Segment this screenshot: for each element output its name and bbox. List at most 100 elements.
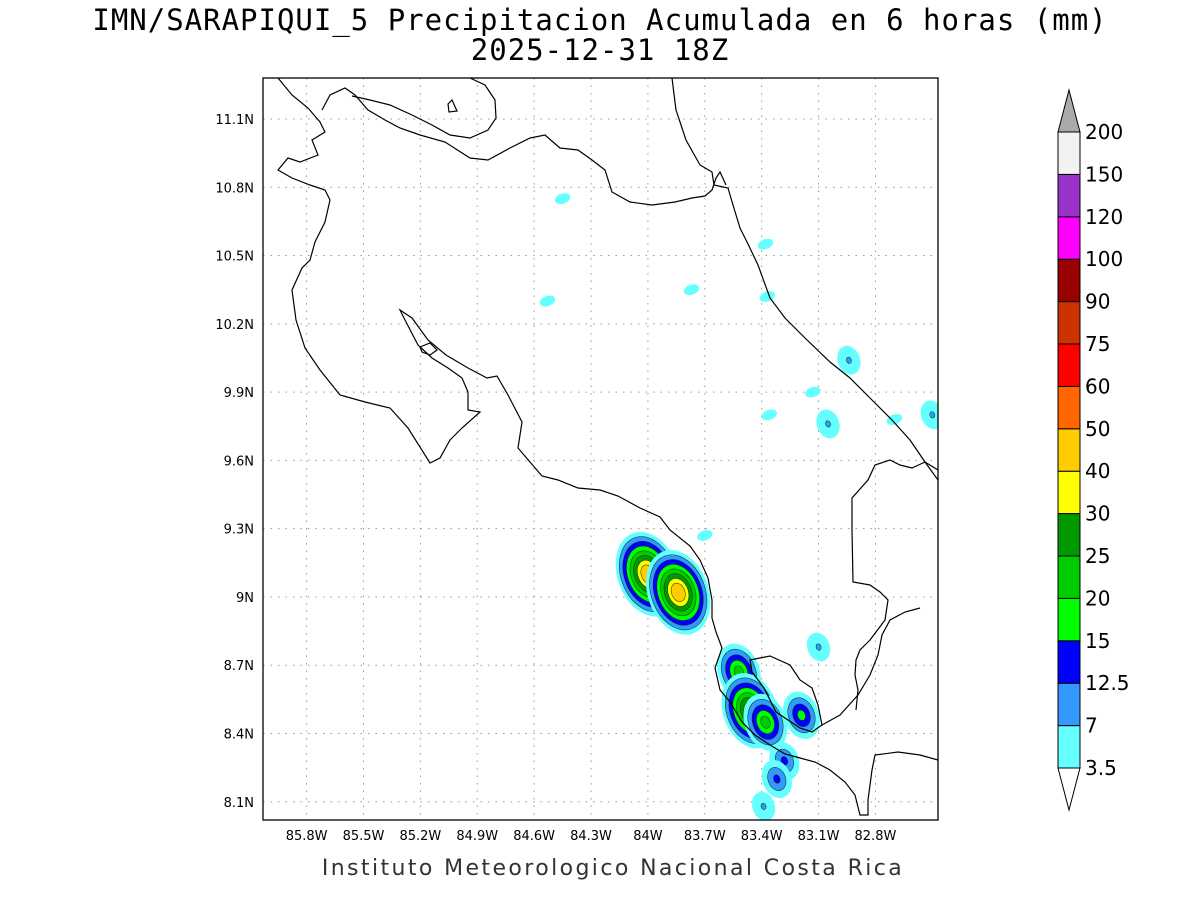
precip-contour [825,420,831,428]
lat-tick-label: 9.6N [224,454,254,469]
lon-tick-label: 83.7W [684,829,726,844]
colorbar-legend: 3.5 7 12.5 15 20 25 30 40 50 60 75 90 100 120 150 200 [1057,88,1130,812]
colorbar-swatch [1057,301,1081,345]
colorbar-level-label: 7 [1085,714,1098,738]
colorbar-swatch [1057,131,1081,175]
colorbar-level-label: 3.5 [1085,756,1117,780]
precip-contour [929,411,936,419]
precip-cell [761,409,777,421]
lon-tick-label: 85.5W [343,829,385,844]
lon-tick-label: 83.1W [798,829,840,844]
nicaragua-border [321,87,727,206]
colorbar-over-arrow [1057,88,1081,133]
colorbar-swatch [1057,640,1081,684]
colorbar-under-arrow [1057,767,1081,812]
precip-contour [780,756,788,766]
precip-cell [886,413,903,425]
precip-cell [920,400,938,430]
precip-contour [760,802,767,810]
precip-contour [757,238,774,250]
precip-cell [805,386,821,398]
lon-tick-label: 85.2W [399,829,441,844]
precip-contour [539,295,556,307]
precip-contour [670,582,686,602]
map-grid [263,78,938,820]
colorbar-level-label: 60 [1085,374,1110,398]
colorbar-swatch [1057,725,1081,769]
colorbar-level-label: 25 [1085,544,1110,568]
precip-cell [743,693,788,751]
lat-tick-label: 8.1N [224,796,254,811]
precip-cell [816,409,840,439]
colorbar-swatch [1057,216,1081,260]
lat-tick-label: 10.5N [215,250,254,265]
precip-contour [846,356,852,364]
lon-tick-label: 84W [633,829,663,844]
gulf-island [419,342,438,356]
colorbar-level-label: 150 [1085,162,1123,186]
precip-contour [760,715,771,729]
colorbar-swatch [1057,470,1081,515]
precip-cell [837,345,861,375]
precip-cell [697,530,713,541]
precip-contour [697,530,713,541]
colorbar-swatch [1057,555,1081,599]
colorbar-level-label: 40 [1085,459,1110,483]
colorbar-swatch [1057,597,1081,642]
precip-contour [815,643,822,651]
colorbar-level-label: 20 [1085,586,1110,610]
precip-cell [757,238,774,250]
precipitation-shading [539,193,938,820]
lat-tick-label: 8.7N [224,659,254,674]
map-frame [262,77,939,821]
colorbar-swatch [1057,428,1081,472]
coastline-borders [277,78,938,816]
map-title: IMN/SARAPIQUI_5 Precipitacion Acumulada … [92,3,1108,37]
precip-cell [554,193,571,205]
colorbar-level-label: 100 [1085,247,1123,271]
panama-border [851,459,938,711]
colorbar-level-label: 30 [1085,502,1110,526]
longitude-tick-labels: 85.8W 85.5W 85.2W 84.9W 84.6W 84.3W 84W 83.7W 83… [286,829,897,844]
colorbar-level-label: 12.5 [1085,671,1130,695]
precip-contour [797,709,806,721]
lat-tick-label: 11.1N [215,113,254,128]
colorbar-swatch [1057,682,1081,727]
lat-tick-label: 10.8N [215,181,254,196]
map-subtitle-datetime: 2025-12-31 18Z [470,33,730,67]
lon-tick-label: 85.8W [286,829,328,844]
colorbar-level-label: 75 [1085,332,1110,356]
golfo-dulce-coast [821,607,921,726]
lon-tick-label: 82.8W [855,829,897,844]
ometepe-island [447,98,458,113]
precip-contour [805,386,821,398]
colorbar-level-label: 50 [1085,417,1110,441]
lat-tick-label: 8.4N [224,728,254,743]
osa-peninsula-coast [749,655,823,733]
precip-cell [806,632,831,662]
lake-nicaragua-shore [351,78,497,139]
lat-tick-label: 9.3N [224,523,254,538]
colorbar-swatch [1057,343,1081,387]
lon-tick-label: 84.9W [456,829,498,844]
caribbean-coastline [671,78,938,481]
latitude-tick-labels: 8.1N 8.4N 8.7N 9N 9.3N 9.6N 9.9N 10.2N 10.5N 10.8… [215,113,254,811]
precip-contour [683,284,700,296]
footer-institution: Instituto Meteorologico Nacional Costa R… [321,856,905,881]
colorbar-level-label: 15 [1085,629,1110,653]
precip-contour [761,409,777,421]
precip-contour [886,413,903,425]
lon-tick-label: 84.3W [570,829,612,844]
lat-tick-label: 9.9N [224,386,254,401]
colorbar-swatch [1057,173,1081,218]
precip-cell [683,284,700,296]
lat-tick-label: 10.2N [215,318,254,333]
precip-cell [761,759,792,799]
colorbar-swatch [1057,258,1081,303]
colorbar-swatch [1057,385,1081,430]
precip-cell [646,550,711,635]
precip-contour [773,774,781,784]
lon-tick-label: 83.4W [741,829,783,844]
colorbar-level-label: 120 [1085,205,1123,229]
